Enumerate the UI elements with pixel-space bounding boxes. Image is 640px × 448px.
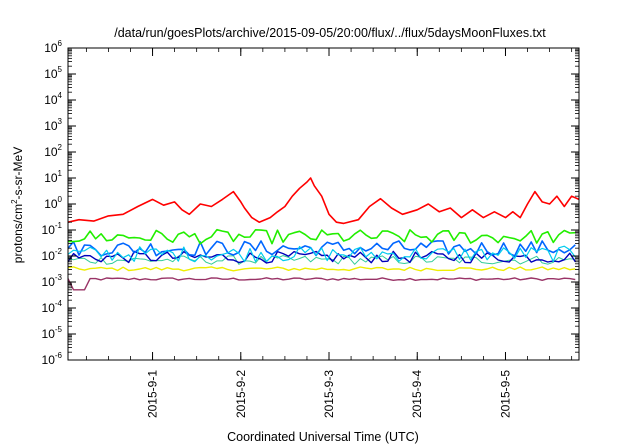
y-tick-label: 106 <box>44 39 62 55</box>
x-tick-label: 2015-9-4 <box>410 370 424 418</box>
series-layer <box>67 177 580 291</box>
y-ticks: 10-6 10-5 10-4 10-3 10-2 10-1 100 101 102 103 104 1… <box>42 39 579 367</box>
y-tick-label: 102 <box>44 143 62 159</box>
x-tick-label: 2015-9-2 <box>234 370 248 418</box>
series-line-red <box>67 177 580 225</box>
y-tick-label: 10-2 <box>42 247 63 263</box>
series-line <box>67 228 576 245</box>
y-axis-label-exponent: 2 <box>10 199 19 204</box>
series-line <box>67 245 576 263</box>
y-tick-label: 10-5 <box>42 325 63 341</box>
y-tick-label: 10-3 <box>42 273 63 289</box>
series-line <box>67 266 576 272</box>
x-axis-label: Coordinated Universal Time (UTC) <box>227 430 419 444</box>
series-line <box>67 240 576 257</box>
y-tick-label: 10-6 <box>42 351 63 367</box>
x-ticks: 2015-9-1 2015-9-2 2015-9-3 2015-9-4 2015-9-5 <box>85 48 573 418</box>
y-tick-label: 100 <box>44 195 62 211</box>
y-tick-label: 104 <box>44 91 62 107</box>
y-tick-label: 103 <box>44 117 62 133</box>
chart-title: /data/run/goesPlots/archive/2015-09-05/2… <box>114 26 546 40</box>
y-tick-label: 10-4 <box>42 299 63 315</box>
y-axis-label-rest: -s-sr-MeV <box>11 147 25 200</box>
y-axis-label-base: protons/cm <box>11 204 25 263</box>
y-tick-label: 105 <box>44 65 62 81</box>
y-tick-label: 101 <box>44 169 62 185</box>
series-line <box>67 277 576 291</box>
x-tick-label: 2015-9-1 <box>146 370 160 418</box>
y-tick-label: 10-1 <box>42 221 63 237</box>
y-axis-label: protons/cm2-s-sr-MeV <box>10 147 25 263</box>
x-tick-label: 2015-9-3 <box>322 370 336 418</box>
x-tick-label: 2015-9-5 <box>498 370 512 418</box>
svg-text:protons/cm2-s-sr-MeV: protons/cm2-s-sr-MeV <box>10 147 25 263</box>
